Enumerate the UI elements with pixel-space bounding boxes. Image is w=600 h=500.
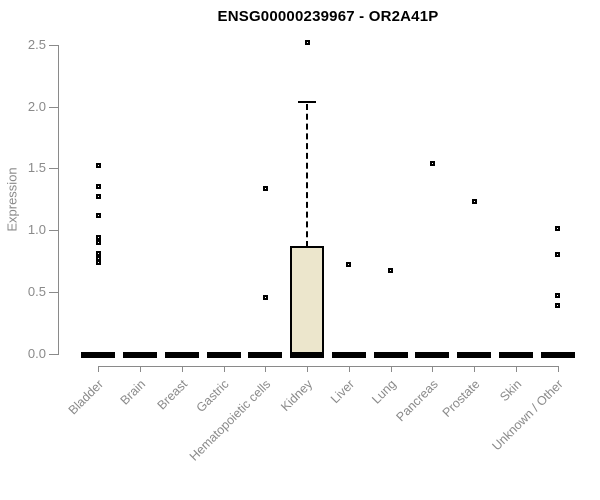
x-category-label: Gastric — [193, 377, 232, 415]
outlier-point — [95, 235, 101, 240]
x-tick-mark — [348, 366, 350, 372]
median-bar — [81, 351, 116, 358]
outlier-point — [95, 251, 101, 257]
x-category-label: Brain — [117, 377, 149, 408]
median-bar — [457, 351, 492, 358]
median-bar — [331, 351, 366, 358]
outlier-point — [429, 160, 435, 166]
x-category-label: Skin — [496, 377, 524, 405]
y-tick-label: 2.0 — [27, 98, 46, 114]
y-tick-label: 0.0 — [27, 345, 46, 361]
y-tick-label: 1.5 — [27, 160, 46, 176]
outlier-point — [555, 252, 561, 258]
whisker-cap — [298, 100, 317, 103]
x-tick-mark — [432, 366, 434, 372]
x-category-label: Breast — [154, 377, 190, 413]
outlier-point — [262, 295, 268, 301]
x-category-label: Bladder — [65, 377, 107, 418]
median-bar — [415, 351, 450, 358]
x-tick-mark — [390, 366, 392, 372]
y-tick-label: 1.0 — [27, 222, 46, 238]
x-category-label: Lung — [369, 377, 399, 407]
y-tick-mark — [49, 353, 58, 355]
x-axis-line — [98, 366, 559, 367]
outlier-point — [95, 239, 101, 245]
outlier-point — [95, 184, 101, 190]
x-category-label: Pancreas — [393, 377, 441, 425]
upper-whisker — [306, 103, 309, 248]
outlier-point — [95, 163, 101, 169]
outlier-point — [555, 293, 561, 298]
median-bar — [206, 351, 241, 358]
x-category-label: Prostate — [439, 377, 483, 420]
y-tick-label: 2.5 — [27, 37, 46, 52]
boxplot-box — [290, 246, 325, 357]
median-bar — [164, 351, 199, 358]
outlier-point — [95, 259, 101, 265]
x-tick-mark — [557, 366, 559, 372]
outlier-point — [262, 185, 268, 191]
median-bar — [290, 351, 325, 358]
y-tick-mark — [49, 106, 58, 108]
median-bar — [123, 351, 158, 358]
x-tick-mark — [181, 366, 183, 372]
outlier-point — [95, 194, 101, 200]
y-tick-mark — [49, 291, 58, 293]
median-bar — [540, 351, 575, 358]
x-tick-mark — [98, 366, 100, 372]
outlier-point — [555, 302, 561, 308]
x-tick-mark — [515, 366, 517, 372]
median-bar — [248, 351, 283, 358]
outlier-point — [471, 199, 477, 205]
y-tick-mark — [49, 45, 58, 46]
x-tick-mark — [265, 366, 267, 372]
median-bar — [373, 351, 408, 358]
x-tick-mark — [474, 366, 476, 372]
chart-title: ENSG00000239967 - OR2A41P — [217, 8, 439, 25]
y-tick-mark — [49, 168, 58, 170]
x-category-label: Kidney — [278, 377, 316, 414]
y-tick-mark — [49, 230, 58, 232]
outlier-point — [95, 212, 101, 218]
outlier-point — [388, 268, 394, 274]
outlier-point — [555, 226, 561, 232]
outlier-point — [346, 262, 352, 268]
y-tick-label: 0.5 — [27, 283, 46, 299]
y-axis-line — [58, 45, 59, 355]
x-tick-mark — [223, 366, 225, 372]
x-tick-mark — [307, 366, 309, 372]
median-bar — [498, 351, 533, 358]
outlier-point — [304, 40, 310, 46]
x-tick-mark — [140, 366, 142, 372]
x-category-label: Liver — [327, 377, 357, 407]
